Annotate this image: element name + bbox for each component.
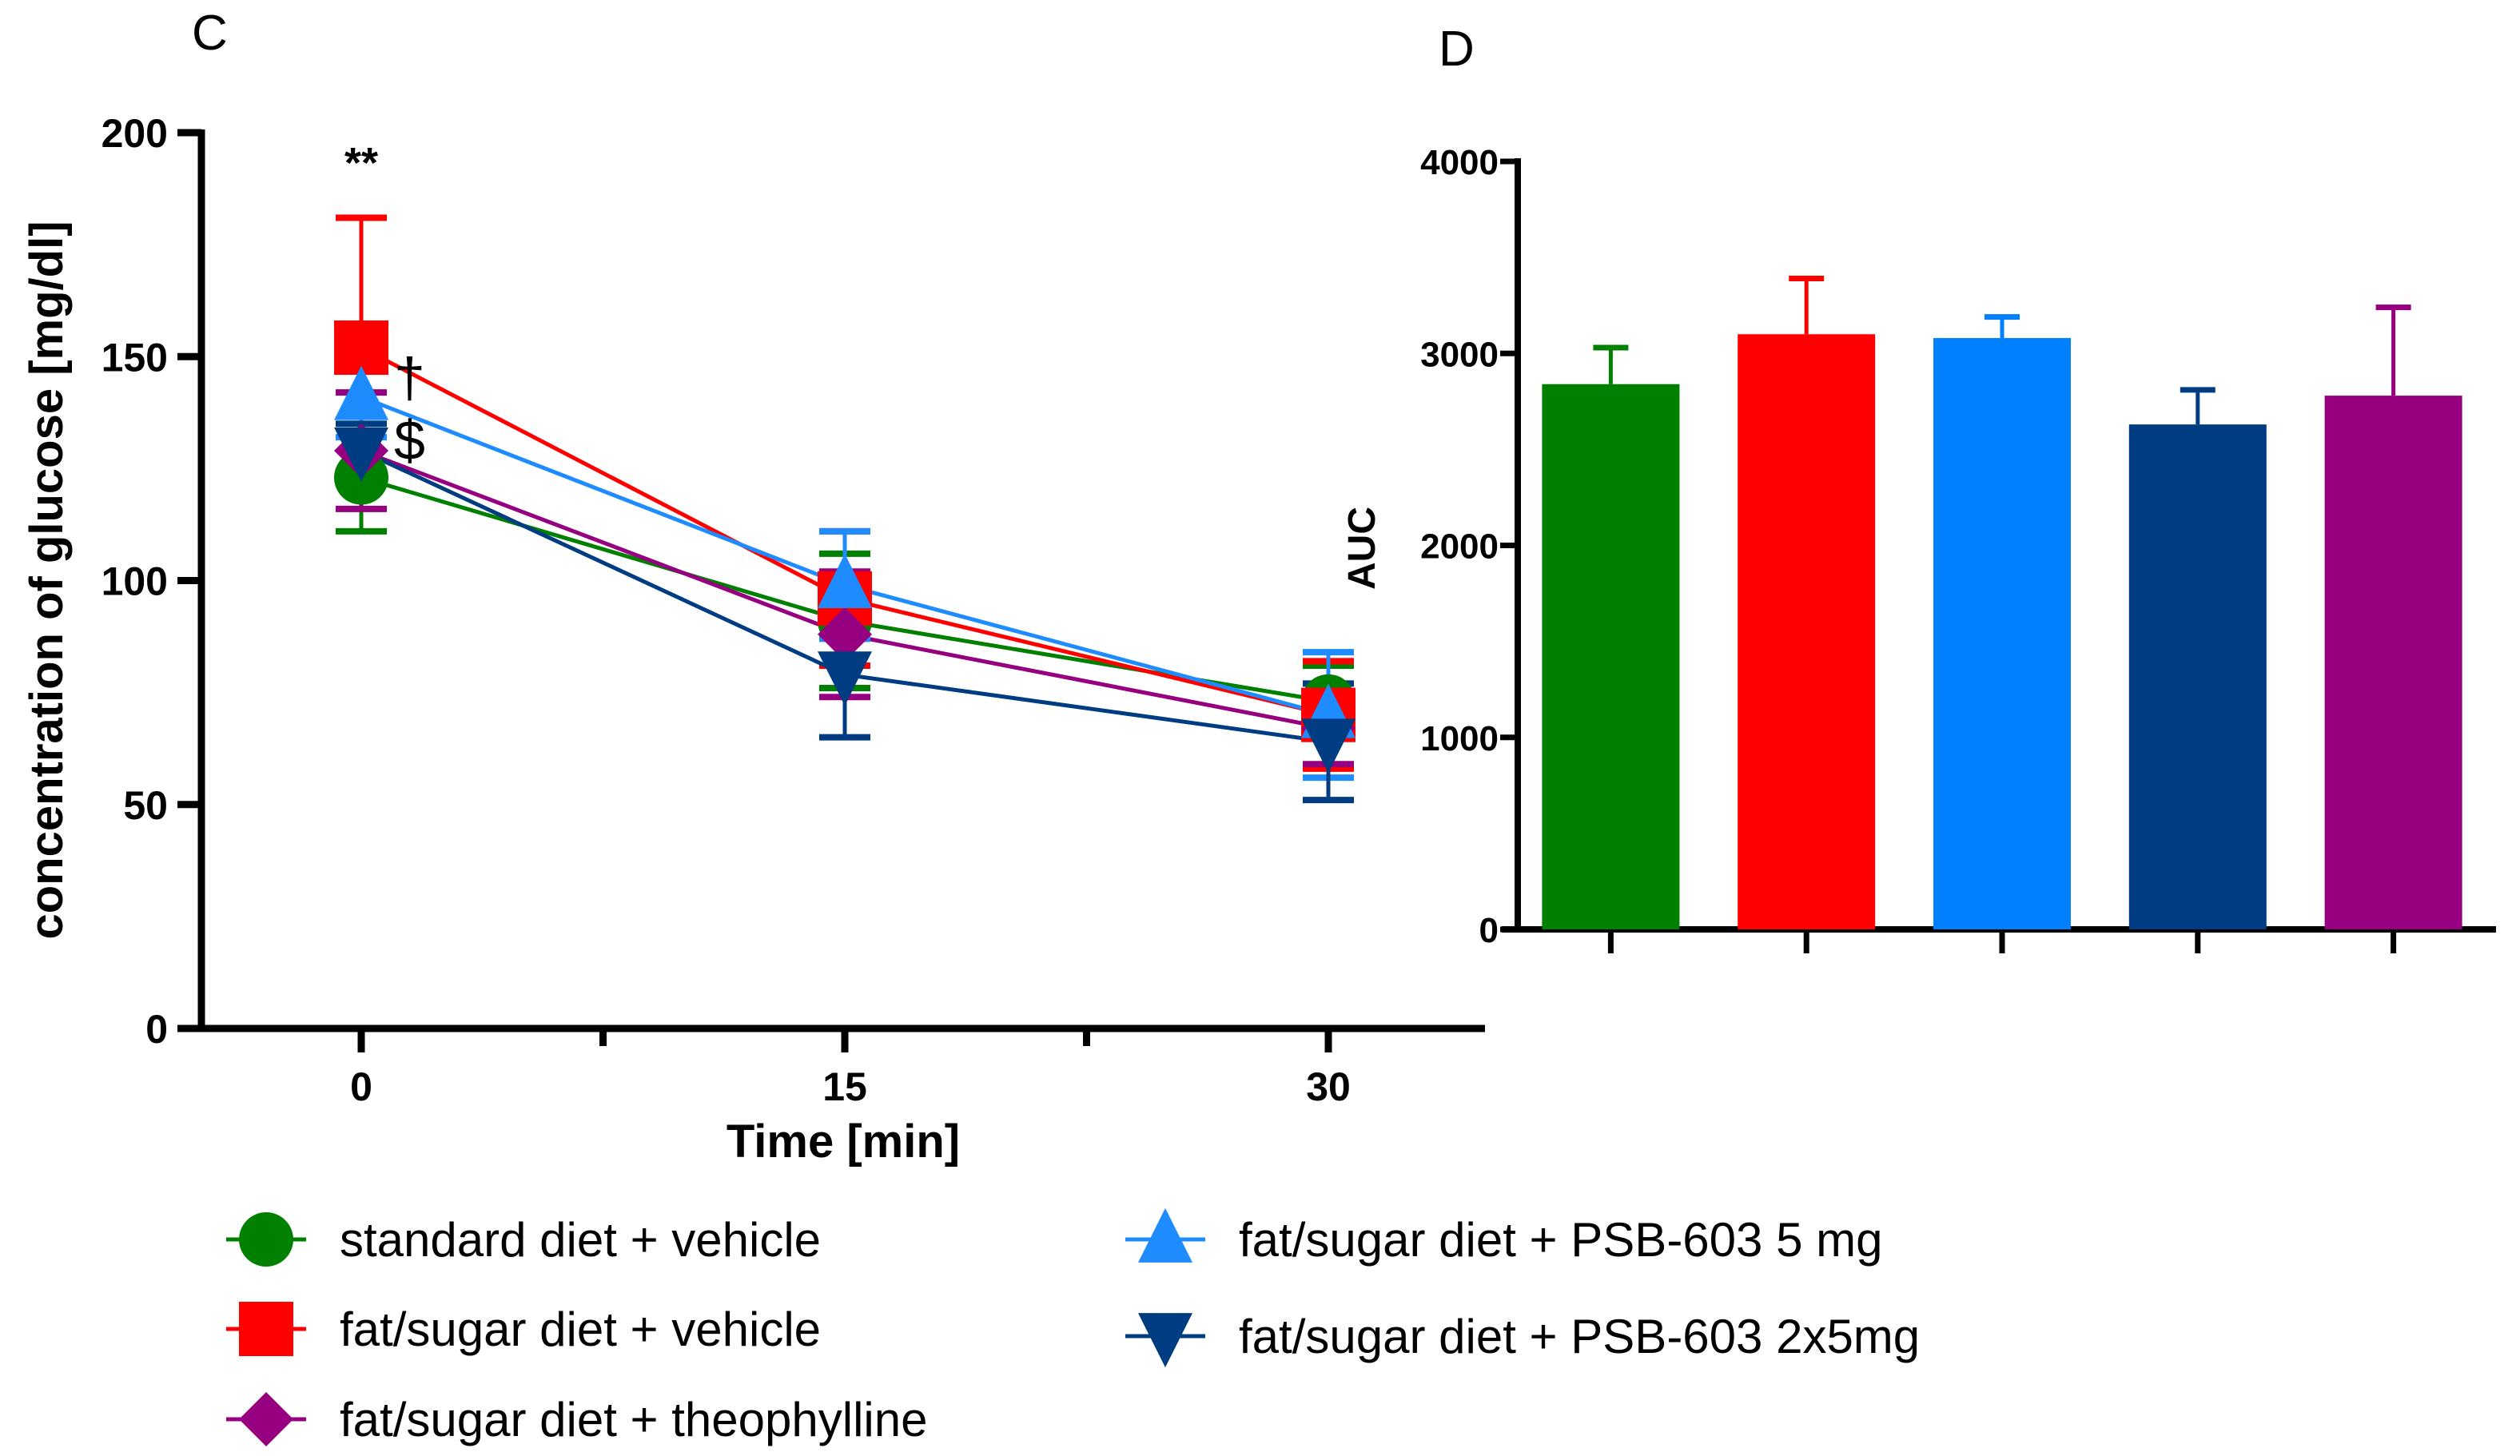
legend-marker-square bbox=[239, 1302, 293, 1356]
legend-item: fat/sugar diet + PSB-603 2x5mg bbox=[1125, 1310, 1920, 1368]
bar bbox=[2128, 424, 2267, 929]
y-tick-label: 3000 bbox=[1420, 335, 1499, 374]
data-point bbox=[818, 651, 872, 706]
data-point bbox=[334, 365, 388, 420]
legend-item: fat/sugar diet + vehicle bbox=[226, 1302, 821, 1356]
y-tick-label: 0 bbox=[1479, 911, 1499, 950]
x-tick-label: 15 bbox=[822, 1064, 867, 1109]
legend-item: fat/sugar diet + PSB-603 5 mg bbox=[1125, 1207, 1882, 1267]
legend-label: fat/sugar diet + PSB-603 5 mg bbox=[1239, 1213, 1882, 1267]
data-point bbox=[334, 428, 388, 483]
legend-marker-triangle-up bbox=[1138, 1207, 1192, 1263]
x-tick-label: 30 bbox=[1306, 1064, 1351, 1109]
data-point bbox=[818, 554, 872, 609]
data-point bbox=[1301, 718, 1356, 774]
annotation: ** bbox=[344, 139, 378, 187]
x-tick-label: 0 bbox=[350, 1064, 372, 1109]
bar bbox=[1542, 384, 1680, 929]
data-point bbox=[818, 607, 872, 662]
legend-label: fat/sugar diet + vehicle bbox=[340, 1303, 821, 1356]
line-chart-c: 0 50 100 150 200 0 15 30 ** †$ bbox=[102, 111, 1485, 1109]
y-tick-label: 2000 bbox=[1420, 527, 1499, 567]
y-tick-label: 200 bbox=[102, 111, 168, 156]
y-tick-label: 4000 bbox=[1420, 143, 1499, 182]
bar bbox=[1933, 338, 2071, 929]
x-axis-label: Time [min] bbox=[727, 1116, 960, 1168]
panel-label-d: D bbox=[1439, 22, 1475, 77]
annotation: $ bbox=[394, 409, 425, 471]
y-tick-label: 150 bbox=[102, 335, 168, 380]
bar-chart-d: 0 1000 2000 3000 4000 bbox=[1420, 143, 2496, 953]
legend-item: standard diet + vehicle bbox=[226, 1212, 821, 1267]
y-axis-label: concentration of glucose [mg/dl] bbox=[21, 221, 73, 939]
y-tick-label: 100 bbox=[102, 559, 168, 604]
legend-marker-diamond bbox=[239, 1392, 293, 1446]
legend-label: fat/sugar diet + PSB-603 2x5mg bbox=[1239, 1310, 1920, 1363]
y-tick-label: 1000 bbox=[1420, 719, 1499, 758]
legend-marker-circle bbox=[239, 1212, 293, 1267]
y-tick-label: 50 bbox=[123, 783, 168, 828]
bar bbox=[1738, 334, 1876, 930]
y-tick-label: 0 bbox=[145, 1007, 168, 1052]
bar bbox=[2324, 396, 2462, 930]
legend: standard diet + vehicle fat/sugar diet + … bbox=[226, 1207, 1920, 1446]
annotation: † bbox=[394, 347, 425, 409]
legend-item: fat/sugar diet + theophylline bbox=[226, 1392, 928, 1446]
panel-label-c: C bbox=[192, 6, 228, 61]
auc-axis-label: AUC bbox=[1341, 507, 1383, 590]
legend-label: fat/sugar diet + theophylline bbox=[340, 1393, 928, 1446]
legend-label: standard diet + vehicle bbox=[340, 1213, 821, 1267]
legend-marker-triangle-down bbox=[1138, 1313, 1192, 1368]
